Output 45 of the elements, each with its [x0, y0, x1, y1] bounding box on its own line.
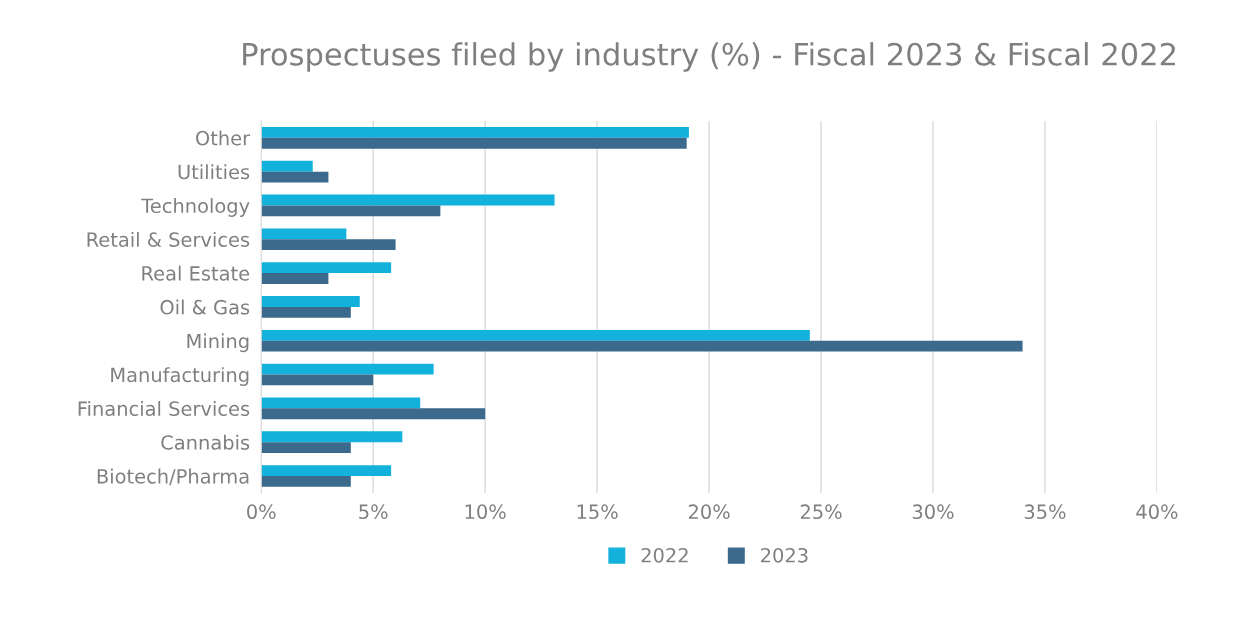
x-tick-label: 40%	[1136, 504, 1178, 520]
bar	[261, 465, 392, 476]
bar	[261, 329, 810, 341]
bar	[261, 306, 351, 318]
bar	[261, 374, 374, 386]
x-tick-label: 10%	[465, 504, 506, 520]
y-tick-label: Retail & Services	[87, 231, 250, 247]
y-tick-label: Real Estate	[142, 265, 250, 281]
legend-label: 2023	[761, 547, 808, 563]
x-tick-label: 25%	[800, 504, 842, 520]
y-tick-label: Technology	[141, 198, 250, 217]
bar	[261, 171, 329, 183]
bar	[261, 296, 360, 307]
bar	[261, 205, 441, 217]
bar	[261, 126, 689, 138]
bar	[261, 475, 351, 487]
y-tick-label: Utilities	[178, 164, 250, 180]
y-tick-label: Biotech/Pharma	[97, 468, 249, 486]
bar	[261, 137, 687, 149]
x-tick-label: 15%	[577, 504, 618, 520]
chart-title: Prospectuses filed by industry (%) - Fiscal 2023 & Fiscal 2022	[243, 42, 1175, 72]
y-tick-label: Financial Services	[78, 400, 250, 417]
x-tick-label: 20%	[688, 504, 730, 520]
bar	[261, 262, 392, 274]
bar	[261, 194, 555, 206]
y-tick-label: Oil & Gas	[160, 299, 250, 315]
bar	[261, 160, 313, 172]
bar	[261, 273, 329, 284]
x-tick-label: 30%	[912, 504, 954, 520]
x-tick-label: 0%	[247, 504, 276, 520]
bar	[261, 363, 434, 375]
bar	[261, 397, 421, 409]
x-tick-label: 5%	[359, 504, 388, 520]
bar	[261, 340, 1023, 352]
bar	[261, 442, 351, 453]
bar	[261, 228, 347, 240]
bar	[261, 431, 403, 443]
y-tick-label: Mining	[187, 333, 249, 353]
x-tick-label: 35%	[1024, 504, 1066, 520]
y-tick-label: Cannabis	[161, 434, 250, 450]
bar	[261, 408, 486, 420]
y-tick-label: Manufacturing	[111, 367, 249, 386]
legend-label: 2022	[641, 547, 688, 563]
bar	[261, 239, 396, 251]
y-tick-label: Other	[196, 130, 251, 146]
